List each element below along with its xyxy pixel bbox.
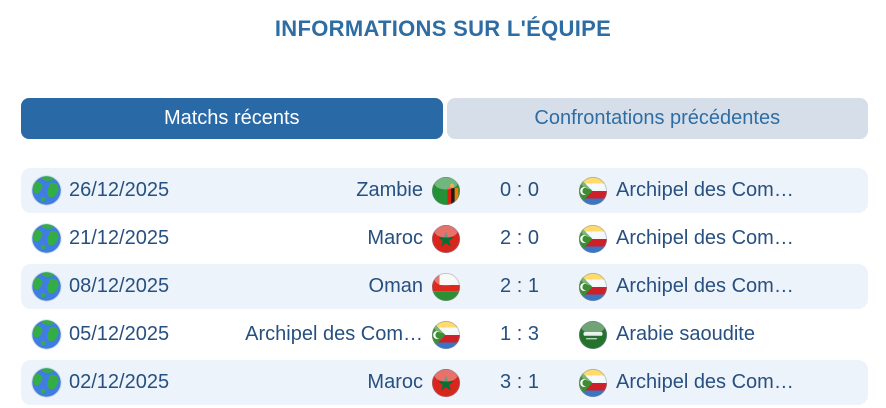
away-team-name: Arabie saoudite — [616, 323, 755, 345]
match-row[interactable]: 26/12/2025 Zambie 0 : 0 Archipel des Com… — [21, 168, 868, 213]
globe-icon — [29, 222, 63, 256]
match-row[interactable]: 05/12/2025 Archipel des Com… 1 : 3 Arabie… — [21, 312, 868, 357]
match-date: 26/12/2025 — [69, 179, 170, 201]
comoros-flag-icon — [578, 176, 608, 206]
comoros-flag-icon — [578, 368, 608, 398]
match-score: 2 : 1 — [500, 275, 539, 297]
match-score: 2 : 0 — [500, 227, 539, 249]
home-team-name: Zambie — [356, 179, 423, 201]
globe-icon — [29, 318, 63, 352]
comoros-flag-icon — [431, 320, 461, 350]
home-team-name: Maroc — [367, 227, 423, 249]
tab-bar: Matchs récents Confrontations précédente… — [21, 98, 868, 139]
match-score: 3 : 1 — [500, 371, 539, 393]
home-team-name: Maroc — [367, 371, 423, 393]
match-row[interactable]: 02/12/2025 Maroc 3 : 1 Archipel des Com… — [21, 360, 868, 405]
team-info-panel: INFORMATIONS SUR L'ÉQUIPE Matchs récents… — [0, 16, 886, 408]
match-score: 0 : 0 — [500, 179, 539, 201]
home-team-name: Oman — [368, 275, 423, 297]
comoros-flag-icon — [578, 272, 608, 302]
match-date: 02/12/2025 — [69, 371, 170, 393]
globe-icon — [29, 366, 63, 400]
away-team-name: Archipel des Com… — [616, 371, 794, 393]
home-team-name: Archipel des Com… — [245, 323, 423, 345]
comoros-flag-icon — [578, 224, 608, 254]
match-row[interactable]: 21/12/2025 Maroc 2 : 0 Archipel des Com… — [21, 216, 868, 261]
away-team-name: Archipel des Com… — [616, 179, 794, 201]
away-team-name: Archipel des Com… — [616, 227, 794, 249]
match-date: 05/12/2025 — [69, 323, 170, 345]
oman-flag-icon — [431, 272, 461, 302]
page-title: INFORMATIONS SUR L'ÉQUIPE — [274, 16, 612, 41]
saudi-arabia-flag-icon — [578, 320, 608, 350]
match-date: 21/12/2025 — [69, 227, 170, 249]
globe-icon — [29, 174, 63, 208]
match-row[interactable]: 08/12/2025 Oman 2 : 1 Archipel des Com… — [21, 264, 868, 309]
tab-recent-matches[interactable]: Matchs récents — [21, 98, 443, 139]
match-list: 26/12/2025 Zambie 0 : 0 Archipel des Com… — [21, 168, 868, 408]
match-date: 08/12/2025 — [69, 275, 170, 297]
globe-icon — [29, 270, 63, 304]
match-score: 1 : 3 — [500, 323, 539, 345]
zambia-flag-icon — [431, 176, 461, 206]
tab-previous-confrontations[interactable]: Confrontations précédentes — [446, 98, 868, 139]
away-team-name: Archipel des Com… — [616, 275, 794, 297]
morocco-flag-icon — [431, 224, 461, 254]
morocco-flag-icon — [431, 368, 461, 398]
